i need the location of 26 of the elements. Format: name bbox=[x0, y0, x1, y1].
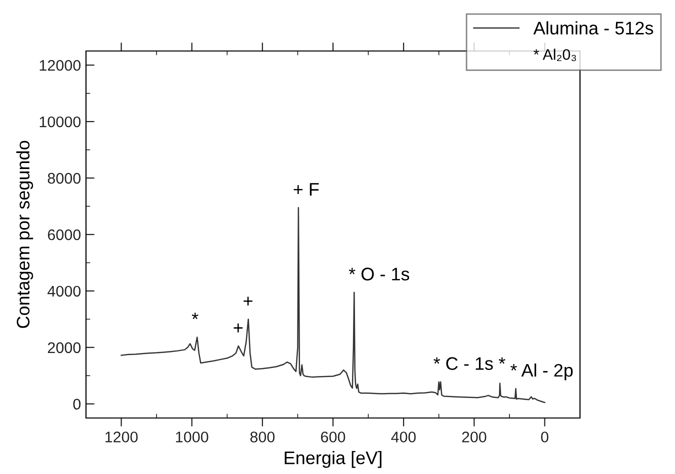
y-tick-label: 2000 bbox=[48, 342, 81, 354]
x-tick-label: 600 bbox=[321, 432, 346, 442]
legend-label: Alumina - 512s bbox=[533, 21, 654, 35]
x-tick-label: 1000 bbox=[176, 432, 208, 442]
y-axis-title: Contagem por segundo bbox=[16, 140, 34, 328]
x-tick-label: 800 bbox=[250, 432, 275, 442]
annotation: * Al - 2p bbox=[510, 363, 573, 380]
y-tick-label: 12000 bbox=[40, 60, 81, 71]
x-tick-label: 200 bbox=[462, 432, 486, 442]
y-tick-label: 0 bbox=[73, 398, 81, 410]
x-tick-label: 1200 bbox=[105, 432, 138, 442]
annotation: * C - 1s * bbox=[434, 357, 506, 370]
y-tick-label: 10000 bbox=[40, 116, 81, 128]
y-tick-label: 4000 bbox=[48, 286, 81, 297]
x-tick-label: 400 bbox=[391, 432, 416, 442]
y-tick-label: 6000 bbox=[48, 229, 81, 240]
y-tick-label: 8000 bbox=[48, 172, 81, 184]
annotation: * bbox=[192, 312, 198, 320]
annotation: + F bbox=[294, 183, 319, 196]
x-tick-label: 0 bbox=[541, 432, 548, 442]
annotation: + bbox=[234, 324, 243, 332]
annotation: * Al₂0₃ bbox=[534, 48, 576, 62]
x-axis-title: Energia [eV] bbox=[284, 450, 382, 468]
annotation: + bbox=[244, 296, 252, 306]
annotation: * O - 1s bbox=[348, 268, 410, 280]
line-series bbox=[120, 207, 546, 404]
